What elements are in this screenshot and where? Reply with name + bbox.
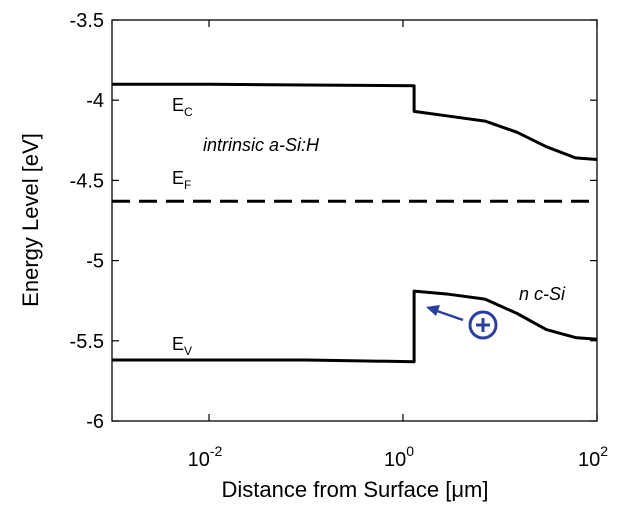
series-ev-line [112, 289, 598, 364]
band-lines [112, 82, 598, 364]
ev-label: EV [172, 334, 192, 358]
nc-si-label: n c-Si [519, 284, 566, 304]
x-tick-label: 100 [384, 443, 414, 471]
y-tick-label: -5 [86, 251, 104, 273]
plot-frame [111, 19, 598, 422]
y-tick-label: -6 [86, 411, 104, 433]
hole-circle [468, 310, 498, 340]
x-axis-label: Distance from Surface [μm] [222, 477, 489, 502]
series-ec-line [112, 82, 598, 161]
intrinsic-label: intrinsic a-Si:H [203, 135, 320, 155]
x-tick-label: 102 [578, 443, 608, 471]
y-tick-label: -5.5 [70, 331, 104, 353]
hole-arrow-shaft [436, 309, 464, 322]
y-tick-label: -3.5 [70, 10, 104, 32]
hole-arrow [426, 305, 464, 322]
x-tick-label: 10-2 [188, 443, 223, 471]
axis-ticks: -3.5 -4 -4.5 -5 -5.5 -6 10-2 100 102 [70, 10, 609, 471]
ef-label: EF [172, 168, 191, 192]
y-tick-label: -4 [86, 90, 104, 112]
ec-label: EC [172, 95, 193, 119]
y-tick-label: -4.5 [70, 170, 104, 192]
hole-arrow-head [426, 305, 440, 316]
hole-symbol [468, 310, 498, 340]
y-axis-label: Energy Level [eV] [18, 133, 43, 307]
